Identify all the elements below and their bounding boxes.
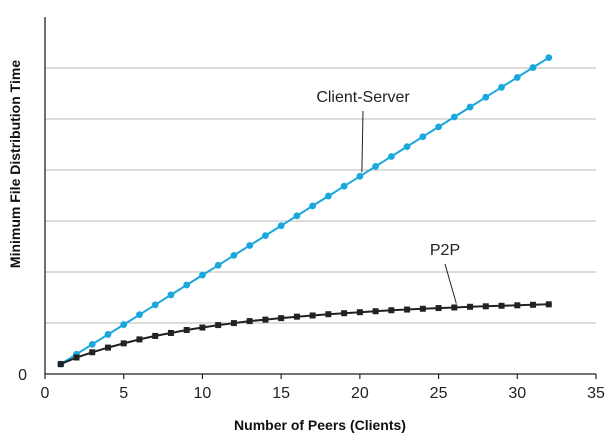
data-point [89,349,96,356]
x-axis-title: Number of Peers (Clients) [234,417,406,433]
series-labels: Client-Server P2P [316,89,460,304]
data-point [545,301,552,308]
x-tick-label: 35 [587,385,605,402]
data-point [152,332,159,339]
x-tick-label: 10 [194,385,212,402]
data-point [183,327,190,334]
data-point [183,281,191,289]
data-point [120,340,127,347]
data-point [467,303,474,310]
data-point [482,93,490,101]
data-point [325,311,332,318]
data-point [136,311,143,319]
data-point [498,83,505,91]
data-point [482,303,489,310]
data-point [450,113,458,121]
data-point [293,313,300,320]
series-label-leader [444,263,457,304]
data-point [466,103,474,111]
series-label: P2P [430,242,460,259]
series-line [60,303,549,366]
x-tick-label: 15 [272,385,290,402]
data-point [530,301,537,308]
data-point [262,232,269,240]
data-point [356,172,364,180]
series-group [57,54,553,368]
data-point [120,321,128,328]
grid-lines [45,67,596,324]
data-point [340,182,348,190]
data-point [246,318,253,325]
data-point [151,301,159,309]
data-point [498,302,505,309]
y-axis-title: Minimum File Distribution Time [7,60,23,268]
x-tick-label: 5 [119,385,128,402]
data-point [167,291,175,299]
axes [44,17,596,375]
data-point [372,163,379,170]
data-point [136,336,143,343]
data-point [341,310,348,317]
data-point [199,324,206,331]
data-point [309,202,317,210]
data-point [324,192,332,200]
data-point [230,320,237,327]
data-point [513,74,521,81]
data-point [88,340,96,348]
data-point [230,251,238,259]
data-point [293,212,301,220]
data-point [167,329,174,336]
data-point [57,361,64,368]
data-point [214,261,222,269]
series-line [60,56,550,365]
data-point [419,305,426,312]
data-point [404,306,411,313]
data-point [435,305,442,312]
data-point [372,308,379,315]
data-point [278,315,285,322]
x-tick-label: 30 [508,385,526,402]
data-point [215,322,222,329]
data-point [356,309,363,316]
data-point [277,222,285,230]
data-point [246,242,254,249]
x-tick-label: 0 [41,385,50,402]
data-point [388,307,395,314]
y-tick-label: 0 [18,367,27,384]
data-point [199,271,206,279]
data-point [403,143,411,151]
data-point [419,133,427,141]
data-point [387,153,395,160]
data-point [435,123,442,131]
data-point [104,331,112,338]
data-point [309,312,316,319]
x-tick-label: 25 [430,385,448,402]
series-label-leader [361,110,364,173]
data-point [545,54,553,62]
series-p2p [57,301,552,368]
data-point [262,316,269,323]
x-tick-label: 20 [351,385,369,402]
data-point [73,354,80,361]
series-label: Client-Server [316,89,410,106]
data-point [529,64,537,71]
data-point [514,302,521,309]
data-point [104,344,111,351]
data-point [451,304,458,311]
tick-labels: 0 5 10 15 20 25 30 35 0 [18,367,605,402]
series-client-server [57,54,553,368]
